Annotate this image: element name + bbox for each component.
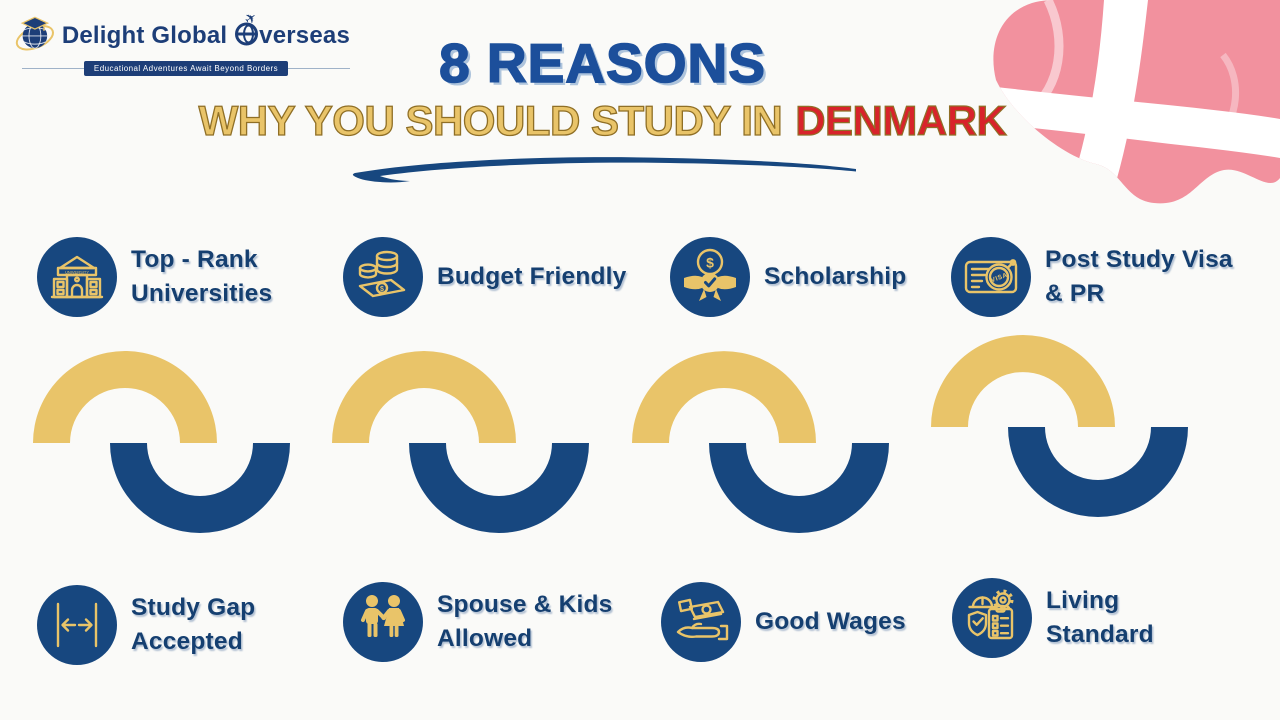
brand-tagline: Educational Adventures Await Beyond Bord… (83, 61, 289, 76)
icon-circle (343, 582, 423, 662)
reason-item-visa: VISA Post Study Visa & PR (951, 237, 1233, 317)
money-coins-icon: $ (358, 250, 406, 298)
dollar-symbol: $ (706, 255, 714, 271)
scholarship-medal-icon: $ (684, 248, 736, 301)
subtitle-country: DENMARK (795, 97, 1008, 144)
reason-label: Spouse & Kids Allowed (437, 591, 613, 652)
icon-circle: VISA (951, 237, 1031, 317)
page-subtitle: WHY YOU SHOULD STUDY IN DENMARK (0, 97, 1205, 144)
brand-word-global: Global (151, 22, 228, 49)
reason-label: Good Wages (755, 608, 906, 636)
reason-item-study-gap: Study Gap Accepted (37, 585, 255, 665)
reason-item-living-standard: Living Standard (952, 578, 1154, 658)
visa-stamp-icon: VISA (964, 259, 1018, 294)
hand-money-icon (676, 598, 729, 641)
dollar-symbol: $ (380, 286, 384, 293)
tagline-rule-left (22, 68, 84, 69)
reason-label: Scholarship (764, 263, 907, 291)
brand-word-delight: Delight (61, 22, 145, 49)
page-title: 8 REASONS (438, 32, 766, 94)
reason-item-budget: $ Budget Friendly (343, 237, 626, 317)
reason-label: Post Study Visa & PR (1045, 246, 1233, 307)
arc-chain-decoration (33, 335, 1188, 533)
reason-item-wages: Good Wages (661, 582, 906, 662)
brand-name: Delight Global verseas ✈ (61, 8, 350, 50)
headline-block: 8 REASONS WHY YOU SHOULD STUDY IN DENMARK (0, 32, 1205, 144)
university-banner-text: UNIVERSITY (65, 269, 89, 274)
brand-word-overseas: verseas (259, 22, 350, 49)
icon-circle: $ (343, 237, 423, 317)
reason-item-universities: UNIVERSITY Top - Rank Universities (37, 237, 272, 317)
tagline-rule-right (288, 68, 351, 69)
subtitle-prefix: WHY YOU SHOULD STUDY IN (198, 97, 783, 144)
study-gap-icon (56, 602, 98, 648)
brand-logo: Delight Global verseas ✈ Educational Adv… (14, 8, 351, 76)
family-icon (361, 595, 405, 637)
icon-circle: $ (670, 237, 750, 317)
reason-item-scholarship: $ Scholarship (670, 237, 906, 317)
reason-label: Living Standard (1046, 587, 1154, 648)
globe-o-icon (235, 22, 259, 46)
reason-label: Top - Rank Universities (131, 246, 273, 307)
brand-tagline-row: Educational Adventures Await Beyond Bord… (22, 61, 351, 76)
icon-circle (952, 578, 1032, 658)
living-standard-icon (967, 589, 1014, 640)
logo-globe-icon (15, 16, 54, 51)
icon-circle (37, 585, 117, 665)
reason-label: Study Gap Accepted (131, 594, 256, 655)
icon-circle: UNIVERSITY (37, 237, 117, 317)
underline-swoosh (352, 157, 856, 183)
university-icon: UNIVERSITY (50, 255, 104, 299)
icon-circle (661, 582, 741, 662)
reason-item-family: Spouse & Kids Allowed (343, 582, 613, 662)
reason-label: Budget Friendly (437, 263, 627, 291)
denmark-flag-icon (993, 0, 1280, 204)
